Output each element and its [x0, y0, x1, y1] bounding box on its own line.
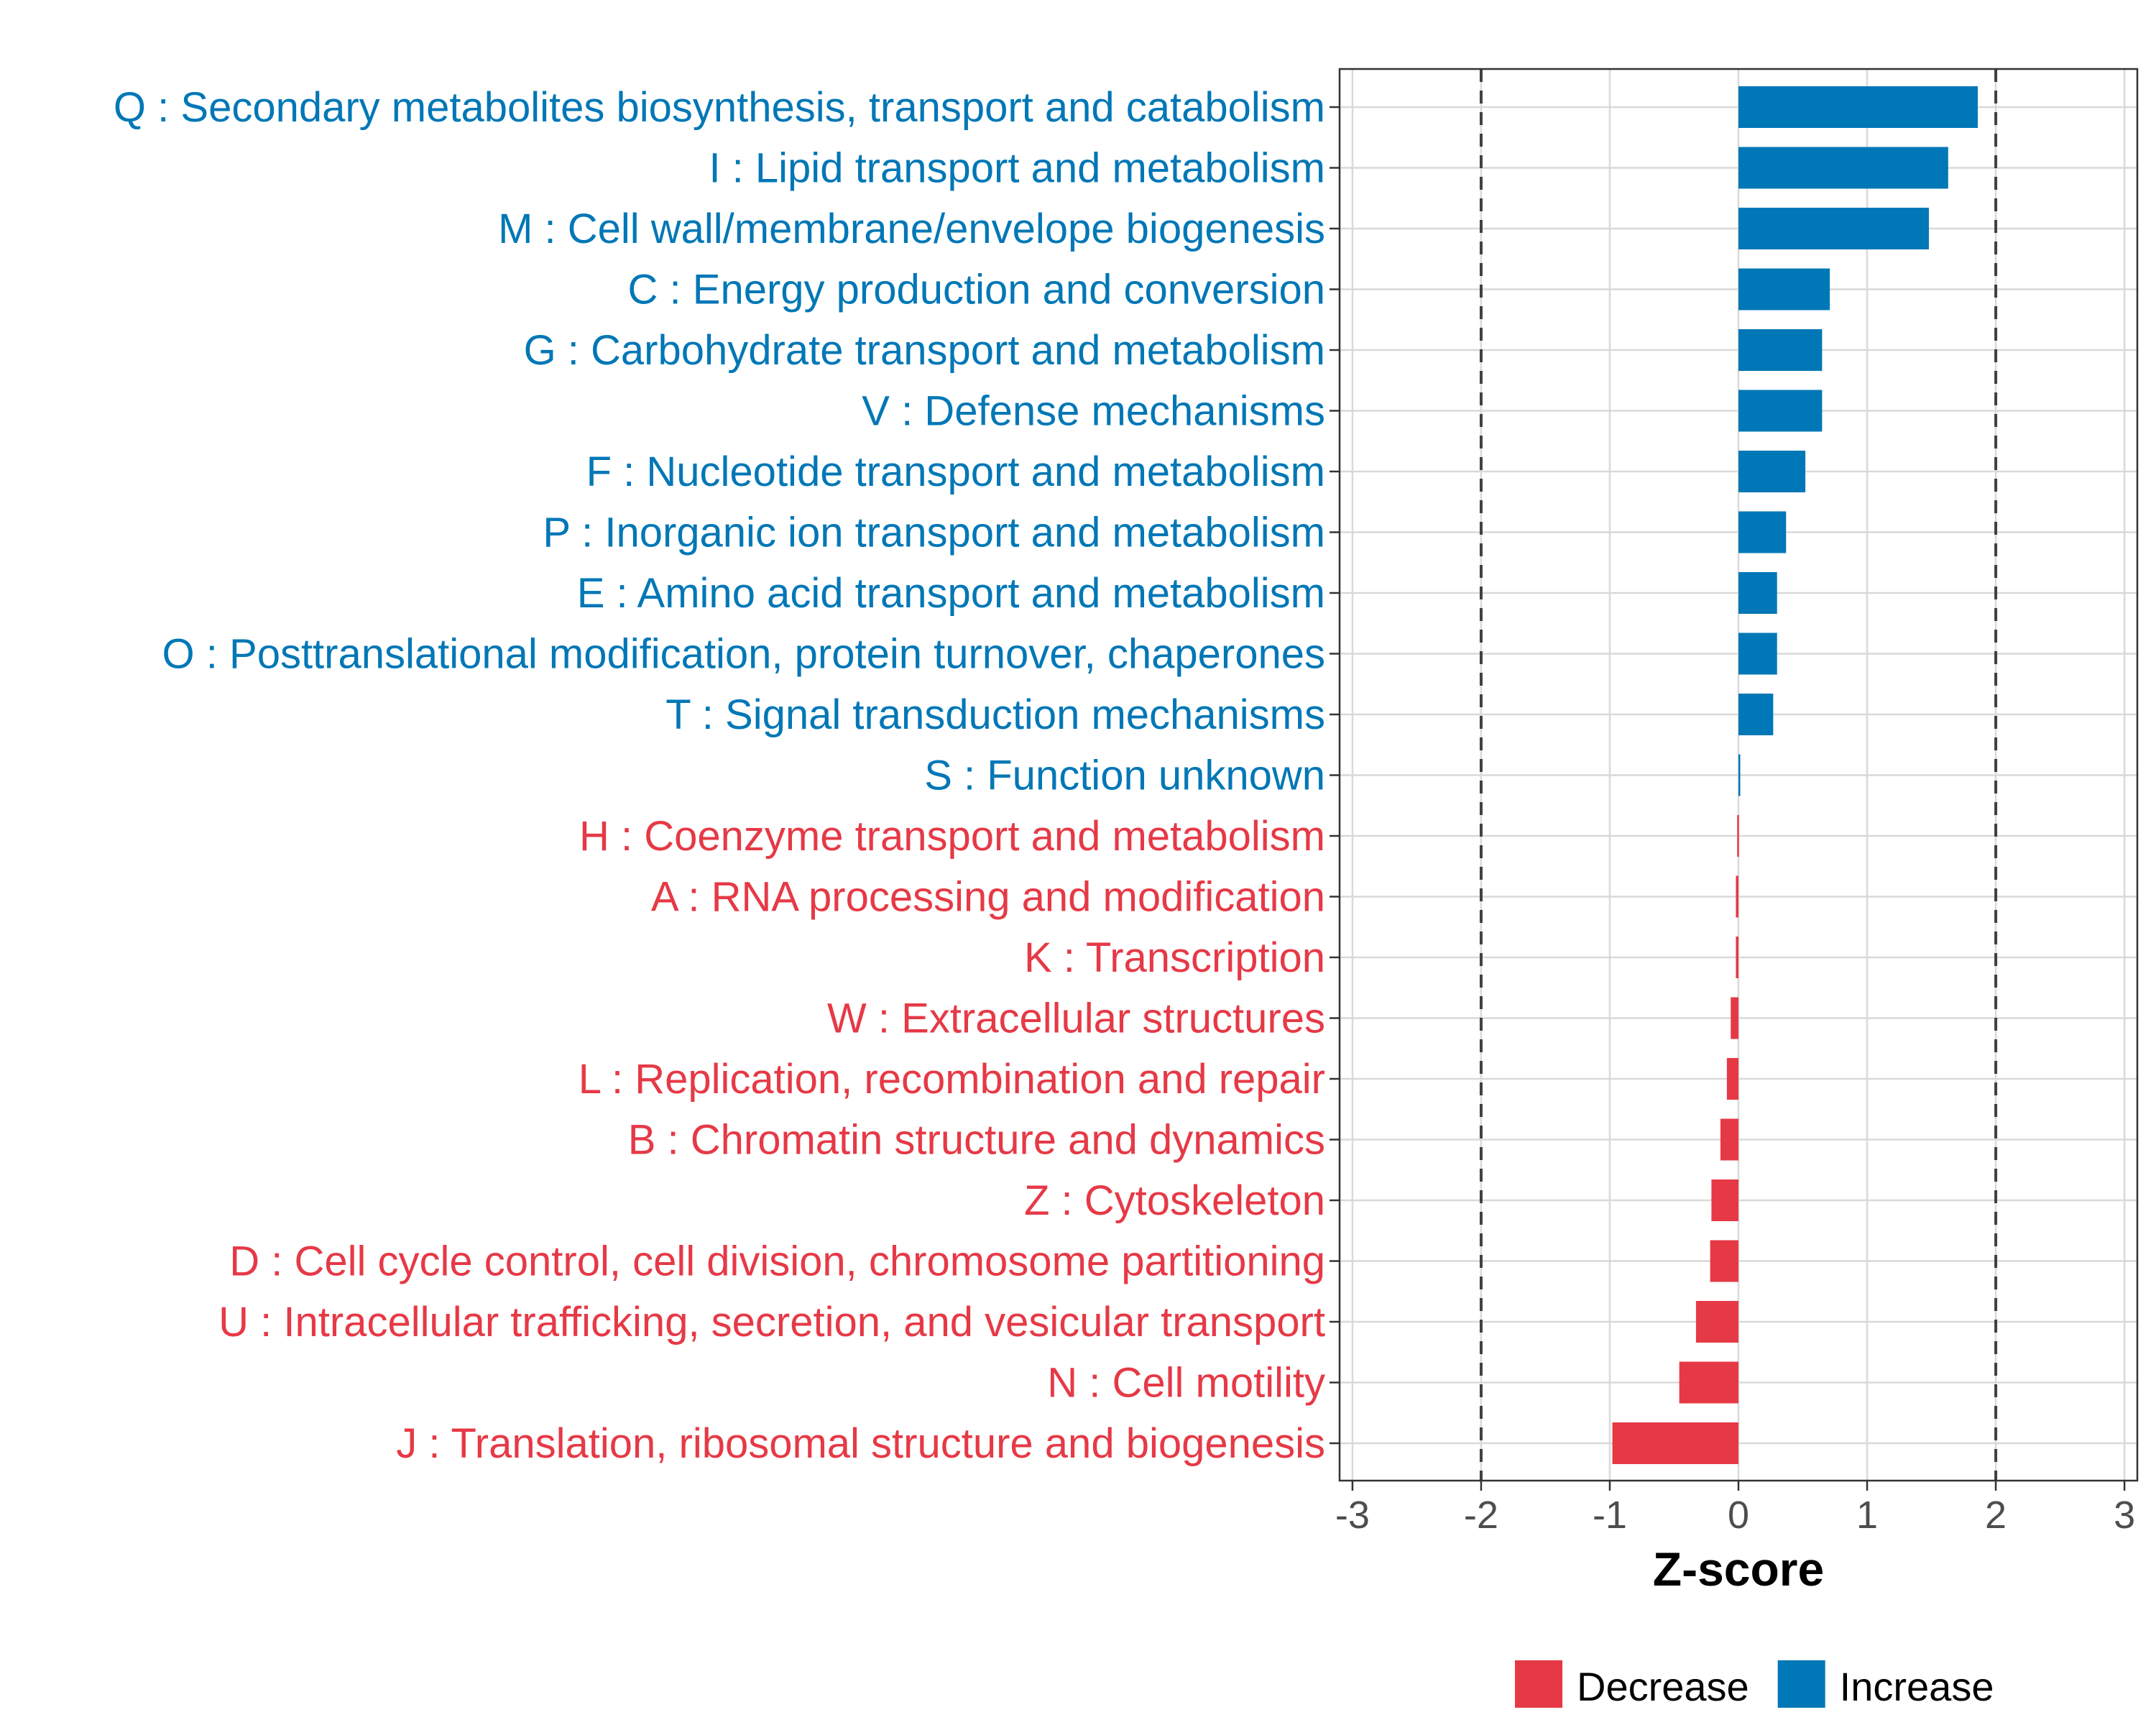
category-label: K : Transcription — [1024, 934, 1325, 981]
category-label: L : Replication, recombination and repai… — [579, 1056, 1325, 1103]
category-label: N : Cell motility — [1047, 1360, 1325, 1407]
bar — [1738, 572, 1777, 614]
x-tick-label: -2 — [1464, 1494, 1498, 1537]
category-labels: Q : Secondary metabolites biosynthesis, … — [114, 84, 1325, 1467]
category-label: Z : Cytoskeleton — [1024, 1177, 1325, 1224]
bars — [1612, 86, 1978, 1464]
x-tick-label: 0 — [1728, 1494, 1749, 1537]
category-label: A : RNA processing and modification — [651, 874, 1325, 921]
reference-lines — [1479, 69, 1998, 1481]
category-label: V : Defense mechanisms — [862, 388, 1325, 435]
category-label: O : Posttranslational modification, prot… — [162, 631, 1325, 678]
legend: Decrease Increase — [1515, 1660, 1994, 1709]
category-label: B : Chromatin structure and dynamics — [628, 1117, 1325, 1164]
x-tick-label: -3 — [1335, 1494, 1370, 1537]
category-label: D : Cell cycle control, cell division, c… — [229, 1238, 1325, 1285]
category-label: I : Lipid transport and metabolism — [709, 145, 1325, 192]
legend-swatch — [1777, 1660, 1825, 1708]
category-label: S : Function unknown — [924, 753, 1325, 799]
category-label: E : Amino acid transport and metabolism — [577, 570, 1325, 617]
y-axis-ticks — [1330, 106, 1340, 1445]
category-label: M : Cell wall/membrane/envelope biogenes… — [498, 206, 1325, 252]
category-label: P : Inorganic ion transport and metaboli… — [543, 510, 1325, 556]
bar — [1738, 208, 1929, 249]
bar — [1612, 1422, 1738, 1464]
x-axis-title: Z-score — [1653, 1542, 1824, 1596]
legend-swatch — [1515, 1660, 1562, 1708]
bar — [1720, 1118, 1738, 1161]
bar — [1738, 268, 1830, 310]
bar — [1738, 632, 1777, 675]
bar — [1737, 815, 1739, 857]
category-label: H : Coenzyme transport and metabolism — [579, 813, 1325, 860]
x-axis-ticks: -3 -2 -1 0 1 2 3 — [1335, 1481, 2135, 1537]
category-label: G : Carbohydrate transport and metabolis… — [524, 327, 1325, 374]
category-label: J : Translation, ribosomal structure and… — [396, 1420, 1325, 1467]
x-tick-label: -1 — [1593, 1494, 1627, 1537]
x-tick-label: 1 — [1856, 1494, 1878, 1537]
bar — [1736, 875, 1738, 918]
bar — [1738, 511, 1787, 553]
category-label: C : Energy production and conversion — [628, 267, 1325, 313]
x-tick-label: 2 — [1985, 1494, 2007, 1537]
bar — [1711, 1179, 1738, 1221]
bar — [1738, 329, 1823, 371]
bar — [1738, 694, 1774, 735]
bar — [1695, 1301, 1738, 1343]
bar — [1738, 451, 1806, 492]
bar — [1738, 147, 1948, 189]
bar — [1726, 1058, 1738, 1100]
x-tick-label: 3 — [2114, 1494, 2135, 1537]
bar — [1738, 86, 1978, 128]
category-label: U : Intracellular trafficking, secretion… — [218, 1299, 1325, 1346]
category-label: W : Extracellular structures — [827, 995, 1325, 1042]
category-label: F : Nucleotide transport and metabolism — [586, 448, 1325, 495]
legend-label: Increase — [1840, 1664, 1994, 1709]
bar — [1731, 997, 1738, 1039]
bar — [1679, 1361, 1738, 1404]
legend-label: Decrease — [1577, 1664, 1749, 1709]
bar — [1738, 754, 1741, 796]
bar — [1738, 390, 1823, 432]
bar — [1710, 1240, 1738, 1282]
category-label: T : Signal transduction mechanisms — [665, 691, 1325, 738]
bar — [1736, 937, 1738, 978]
category-label: Q : Secondary metabolites biosynthesis, … — [114, 84, 1325, 131]
